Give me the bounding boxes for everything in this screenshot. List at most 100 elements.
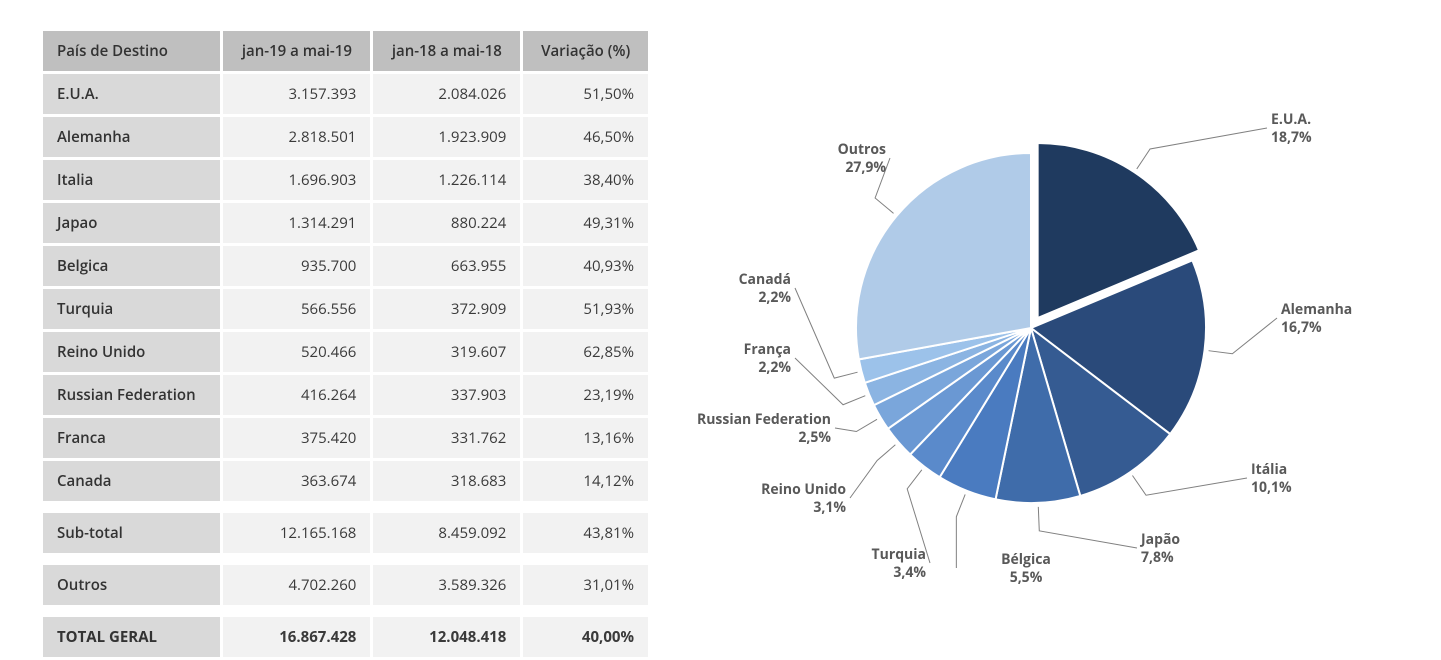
pie-label-value: 2,2%	[758, 288, 791, 307]
pie-label-value: 5,5%	[1010, 568, 1043, 587]
cell-label: Turquia	[43, 289, 220, 329]
cell-label: TOTAL GERAL	[43, 617, 220, 657]
cell-label: Alemanha	[43, 117, 220, 157]
pie-label-value: 3,4%	[893, 563, 926, 582]
col-header-var: Variação (%)	[523, 31, 648, 71]
cell-2019: 1.314.291	[223, 203, 370, 243]
table-row: Franca375.420331.76213,16%	[43, 418, 648, 458]
cell-label: Outros	[43, 565, 220, 605]
cell-2019: 1.696.903	[223, 160, 370, 200]
cell-label: Sub-total	[43, 513, 220, 553]
pie-label-name: Russian Federation	[697, 410, 831, 429]
table-row: Reino Unido520.466319.60762,85%	[43, 332, 648, 372]
leader-line	[1209, 318, 1277, 354]
cell-2019: 416.264	[223, 375, 370, 415]
leader-line	[956, 494, 965, 568]
cell-2019: 520.466	[223, 332, 370, 372]
table-row: E.U.A.3.157.3932.084.02651,50%	[43, 74, 648, 114]
pie-label-name: França	[744, 340, 791, 359]
col-header-2018: jan-18 a mai-18	[373, 31, 520, 71]
cell-2018: 337.903	[373, 375, 520, 415]
cell-label: Belgica	[43, 246, 220, 286]
table-row: Canada363.674318.68314,12%	[43, 461, 648, 501]
cell-2019: 12.165.168	[223, 513, 370, 553]
cell-label: E.U.A.	[43, 74, 220, 114]
cell-2018: 318.683	[373, 461, 520, 501]
cell-2018: 3.589.326	[373, 565, 520, 605]
cell-label: Reino Unido	[43, 332, 220, 372]
leader-line	[795, 358, 865, 405]
cell-var: 23,19%	[523, 375, 648, 415]
row-subtotal: Sub-total 12.165.168 8.459.092 43,81%	[43, 513, 648, 553]
pie-label-value: 3,1%	[813, 498, 846, 517]
cell-2018: 2.084.026	[373, 74, 520, 114]
table-row: Alemanha2.818.5011.923.90946,50%	[43, 117, 648, 157]
cell-2019: 566.556	[223, 289, 370, 329]
pie-label-value: 2,2%	[758, 358, 791, 377]
cell-2019: 3.157.393	[223, 74, 370, 114]
col-header-country: País de Destino	[43, 31, 220, 71]
leader-line	[1038, 507, 1137, 548]
leader-line	[850, 445, 895, 498]
pie-label-name: Alemanha	[1281, 300, 1352, 319]
data-table: País de Destino jan-19 a mai-19 jan-18 a…	[40, 28, 651, 660]
leader-line	[795, 288, 858, 378]
row-outros: Outros 4.702.260 3.589.326 31,01%	[43, 565, 648, 605]
cell-label: Canada	[43, 461, 220, 501]
leader-line	[1137, 128, 1267, 169]
leader-line	[1132, 475, 1247, 495]
cell-2019: 4.702.260	[223, 565, 370, 605]
cell-2018: 12.048.418	[373, 617, 520, 657]
cell-2018: 331.762	[373, 418, 520, 458]
cell-var: 49,31%	[523, 203, 648, 243]
cell-label: Japao	[43, 203, 220, 243]
pie-label-value: 2,5%	[798, 428, 831, 447]
cell-var: 38,40%	[523, 160, 648, 200]
cell-2018: 8.459.092	[373, 513, 520, 553]
cell-2018: 1.923.909	[373, 117, 520, 157]
pie-label-name: Outros	[838, 140, 886, 159]
pie-label-name: Reino Unido	[761, 480, 846, 499]
cell-var: 46,50%	[523, 117, 648, 157]
pie-label-value: 27,9%	[845, 158, 886, 177]
cell-2018: 319.607	[373, 332, 520, 372]
table-row: Turquia566.556372.90951,93%	[43, 289, 648, 329]
cell-2019: 363.674	[223, 461, 370, 501]
pie-label-name: E.U.A.	[1271, 110, 1311, 129]
table-row: Japao1.314.291880.22449,31%	[43, 203, 648, 243]
leader-line	[835, 419, 877, 431]
pie-label-name: Japão	[1139, 530, 1180, 549]
pie-chart: E.U.A.18,7% Alemanha16,7% Itália10,1% Japão…	[651, 28, 1411, 637]
cell-var: 40,00%	[523, 617, 648, 657]
destination-table: País de Destino jan-19 a mai-19 jan-18 a…	[40, 28, 651, 637]
cell-var: 43,81%	[523, 513, 648, 553]
cell-2018: 372.909	[373, 289, 520, 329]
cell-label: Italia	[43, 160, 220, 200]
pie-label-name: Turquia	[872, 545, 926, 564]
pie-slice	[856, 153, 1031, 359]
cell-label: Russian Federation	[43, 375, 220, 415]
pie-label-value: 7,8%	[1141, 548, 1174, 567]
table-row: Russian Federation416.264337.90323,19%	[43, 375, 648, 415]
cell-var: 13,16%	[523, 418, 648, 458]
cell-var: 51,50%	[523, 74, 648, 114]
cell-var: 14,12%	[523, 461, 648, 501]
pie-label-value: 16,7%	[1281, 318, 1322, 337]
cell-2019: 16.867.428	[223, 617, 370, 657]
cell-var: 62,85%	[523, 332, 648, 372]
cell-var: 40,93%	[523, 246, 648, 286]
cell-2019: 2.818.501	[223, 117, 370, 157]
table-row: Belgica935.700663.95540,93%	[43, 246, 648, 286]
cell-2018: 880.224	[373, 203, 520, 243]
row-total: TOTAL GERAL 16.867.428 12.048.418 40,00%	[43, 617, 648, 657]
table-row: Italia1.696.9031.226.11438,40%	[43, 160, 648, 200]
cell-var: 31,01%	[523, 565, 648, 605]
pie-label-value: 18,7%	[1271, 128, 1312, 147]
cell-2018: 663.955	[373, 246, 520, 286]
pie-label-name: Canadá	[739, 270, 791, 289]
cell-2018: 1.226.114	[373, 160, 520, 200]
pie-label-value: 10,1%	[1251, 478, 1292, 497]
cell-label: Franca	[43, 418, 220, 458]
pie-label-name: Itália	[1251, 460, 1287, 479]
cell-2019: 935.700	[223, 246, 370, 286]
